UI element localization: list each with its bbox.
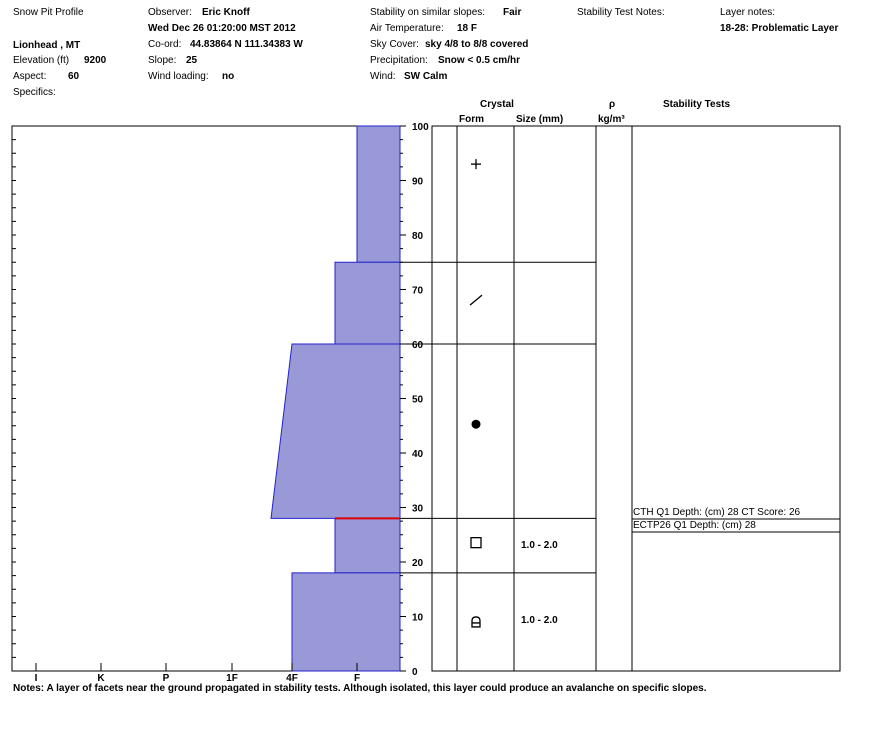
aspect-value: 60 <box>68 71 80 82</box>
crystal-form-slash-icon <box>469 294 483 306</box>
hardness-layer-1 <box>356 125 401 263</box>
specifics-label: Specifics: <box>13 87 56 98</box>
stability-notes-label: Stability Test Notes: <box>577 7 665 18</box>
hardness-layer-3 <box>270 343 401 519</box>
hardness-tick-label: P <box>163 673 170 684</box>
layer-notes-value: 18-28: Problematic Layer <box>720 23 839 34</box>
observer-value: Eric Knoff <box>202 7 250 18</box>
profile-title: Snow Pit Profile <box>13 7 84 18</box>
hardness-tick-label: F <box>354 673 360 684</box>
aspect-label: Aspect: <box>13 71 47 82</box>
wind-value: SW Calm <box>404 71 448 82</box>
elevation-value: 9200 <box>84 55 107 66</box>
depth-tick-label: 30 <box>412 504 424 515</box>
hardness-tick-label: 4F <box>286 673 298 684</box>
hardness-tick-label: I <box>35 673 38 684</box>
stability-value: Fair <box>503 7 522 18</box>
sky-label: Sky Cover: <box>370 39 419 50</box>
hardness-tick-label: K <box>97 673 105 684</box>
crystal-form-square-icon <box>470 537 482 549</box>
crystal-heading: Crystal <box>480 99 514 110</box>
depth-tick-label: 80 <box>412 231 424 242</box>
wind-loading-label: Wind loading: <box>148 71 209 82</box>
hardness-layer-5 <box>291 572 401 672</box>
notes-text: Notes: A layer of facets near the ground… <box>13 683 707 694</box>
size-value-layer-5: 1.0 - 2.0 <box>521 615 558 626</box>
coord-label: Co-ord: <box>148 39 182 50</box>
stability-tests-heading: Stability Tests <box>663 99 731 110</box>
hardness-layer-2 <box>334 261 401 345</box>
depth-tick-label: 40 <box>412 449 424 460</box>
stability-test-2: ECTP26 Q1 Depth: (cm) 28 <box>633 520 756 531</box>
observer-label: Observer: <box>148 7 192 18</box>
datetime: Wed Dec 26 01:20:00 MST 2012 <box>148 23 296 34</box>
hardness-layer-4 <box>334 517 401 574</box>
layer-notes-label: Layer notes: <box>720 7 776 18</box>
wind-label: Wind: <box>370 71 396 82</box>
precip-value: Snow < 0.5 cm/hr <box>438 55 520 66</box>
depth-tick-label: 20 <box>412 558 424 569</box>
depth-tick-label: 60 <box>412 340 424 351</box>
crystal-form-dot-icon <box>471 419 481 429</box>
depth-tick-label: 70 <box>412 286 424 297</box>
rho-heading: ρ <box>609 99 616 110</box>
depth-tick-label: 0 <box>412 667 418 678</box>
sky-value: sky 4/8 to 8/8 covered <box>425 39 529 50</box>
stability-label: Stability on similar slopes: <box>370 7 486 18</box>
location: Lionhead , MT <box>13 40 81 51</box>
depth-tick-label: 50 <box>412 395 424 406</box>
size-value-layer-4: 1.0 - 2.0 <box>521 540 558 551</box>
depth-tick-label: 100 <box>412 122 429 133</box>
crystal-form-depth-hoar-icon <box>471 616 481 628</box>
air-temp-value: 18 F <box>457 23 478 34</box>
elevation-label: Elevation (ft) <box>13 55 70 66</box>
form-heading: Form <box>459 114 484 125</box>
depth-tick-label: 10 <box>412 613 424 624</box>
crystal-table-frame <box>431 125 841 672</box>
density-unit-heading: kg/m³ <box>598 114 625 125</box>
hardness-tick-label: 1F <box>226 673 238 684</box>
coord-value: 44.83864 N 111.34383 W <box>190 39 303 50</box>
size-heading: Size (mm) <box>516 114 564 125</box>
slope-value: 25 <box>186 55 198 66</box>
precip-label: Precipitation: <box>370 55 428 66</box>
stability-test-1: CTH Q1 Depth: (cm) 28 CT Score: 26 <box>633 507 801 518</box>
depth-tick-label: 90 <box>412 177 424 188</box>
wind-loading-value: no <box>222 71 235 82</box>
slope-label: Slope: <box>148 55 177 66</box>
air-temp-label: Air Temperature: <box>370 23 444 34</box>
